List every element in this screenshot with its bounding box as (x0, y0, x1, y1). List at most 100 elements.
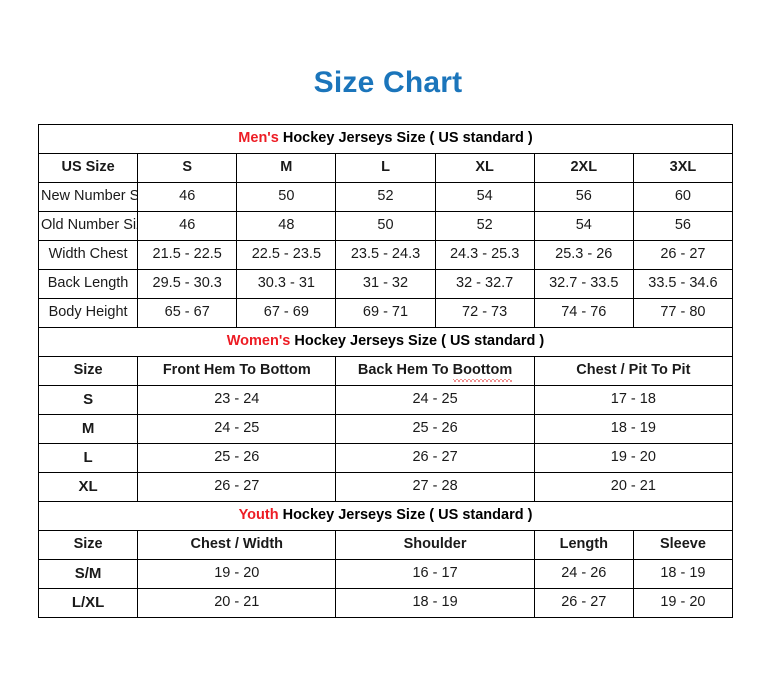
section-banner-accent-mens: Men's (238, 130, 279, 147)
table-row: Back Length 29.5 - 30.3 30.3 - 31 31 - 32 32… (37, 269, 734, 299)
column-header-youth-1: Chest / Width (137, 530, 337, 560)
cell-youth-1-2: 26 - 27 (533, 588, 634, 618)
cell-mens-0-3: 54 (434, 182, 535, 212)
table-row: M 24 - 25 25 - 26 18 - 19 (37, 414, 734, 444)
cell-womens-0-2: 17 - 18 (533, 385, 734, 415)
cell-womens-3-2: 20 - 21 (533, 472, 734, 502)
cell-mens-2-1: 22.5 - 23.5 (236, 240, 337, 270)
table-row: New Number Size465052545660 (37, 182, 734, 212)
row-label-mens-2: Width Chest (37, 240, 139, 270)
row-label-womens-3: XL (37, 472, 139, 502)
cell-mens-2-2: 23.5 - 24.3 (335, 240, 436, 270)
section-banner-womens: Women's Hockey Jerseys Size ( US standar… (38, 327, 733, 357)
column-header-mens-1: S (137, 153, 238, 183)
size-chart-table: Men's Hockey Jerseys Size ( US standard … (37, 124, 734, 618)
cell-mens-3-5: 33.5 - 34.6 (632, 269, 734, 299)
row-label-youth-1: L/XL (37, 588, 139, 618)
cell-womens-0-0: 23 - 24 (137, 385, 337, 415)
table-row: S/M 19 - 20 16 - 17 24 - 26 18 - 19 (37, 559, 734, 589)
cell-mens-2-0: 21.5 - 22.5 (137, 240, 238, 270)
column-header-mens-4: XL (434, 153, 535, 183)
cell-youth-0-2: 24 - 26 (533, 559, 634, 589)
column-header-womens-0: Size (37, 356, 139, 386)
row-label-womens-1: M (37, 414, 139, 444)
column-header-youth-4: Sleeve (632, 530, 734, 560)
column-header-mens-2: M (236, 153, 337, 183)
cell-mens-4-3: 72 - 73 (434, 298, 535, 328)
column-header-mens-6: 3XL (632, 153, 734, 183)
cell-mens-4-5: 77 - 80 (632, 298, 734, 328)
column-header-row-womens: Size Front Hem To Bottom Back Hem To Boott… (37, 356, 734, 386)
section-banner-row-mens: Men's Hockey Jerseys Size ( US standard … (38, 124, 733, 154)
table-row: Old Number Size464850525456 (37, 211, 734, 241)
cell-mens-2-3: 24.3 - 25.3 (434, 240, 535, 270)
cell-womens-1-2: 18 - 19 (533, 414, 734, 444)
cell-mens-4-0: 65 - 67 (137, 298, 238, 328)
row-label-mens-1: Old Number Size (37, 211, 139, 241)
spellcheck-underline: Boottom (452, 362, 513, 382)
size-chart-tables: Men's Hockey Jerseys Size ( US standard … (37, 124, 734, 618)
cell-womens-0-1: 24 - 25 (335, 385, 535, 415)
cell-womens-1-0: 24 - 25 (137, 414, 337, 444)
section-banner-rest-youth: Hockey Jerseys Size ( US standard ) (278, 507, 533, 524)
cell-womens-3-1: 27 - 28 (335, 472, 535, 502)
table-row: Width Chest 21.5 - 22.5 22.5 - 23.5 23.5 - … (37, 240, 734, 270)
table-row: L/XL 20 - 21 18 - 19 26 - 27 19 - 20 (37, 588, 734, 618)
cell-mens-3-3: 32 - 32.7 (434, 269, 535, 299)
section-banner-rest-womens: Hockey Jerseys Size ( US standard ) (290, 333, 545, 350)
section-banner-accent-womens: Women's (226, 333, 291, 350)
cell-mens-0-4: 56 (533, 182, 634, 212)
cell-mens-3-4: 32.7 - 33.5 (533, 269, 634, 299)
row-label-youth-0: S/M (37, 559, 139, 589)
size-chart-body: Men's Hockey Jerseys Size ( US standard … (37, 124, 734, 618)
cell-mens-1-3: 52 (434, 211, 535, 241)
cell-mens-1-4: 54 (533, 211, 634, 241)
table-row: Body Height 65 - 67 67 - 69 69 - 71 72 - 73 7… (37, 298, 734, 328)
column-header-womens-2: Back Hem To Boottom (335, 356, 535, 386)
cell-mens-4-4: 74 - 76 (533, 298, 634, 328)
row-label-womens-0: S (37, 385, 139, 415)
row-label-mens-0: New Number Size (37, 182, 139, 212)
cell-youth-1-0: 20 - 21 (137, 588, 337, 618)
column-header-youth-3: Length (533, 530, 634, 560)
cell-youth-0-3: 18 - 19 (632, 559, 734, 589)
cell-youth-0-0: 19 - 20 (137, 559, 337, 589)
column-header-youth-2: Shoulder (335, 530, 535, 560)
cell-mens-3-1: 30.3 - 31 (236, 269, 337, 299)
cell-mens-3-0: 29.5 - 30.3 (137, 269, 238, 299)
cell-mens-2-4: 25.3 - 26 (533, 240, 634, 270)
column-header-row-mens: US Size S M L XL 2XL 3XL (37, 153, 734, 183)
column-header-womens-3: Chest / Pit To Pit (533, 356, 734, 386)
cell-mens-1-5: 56 (632, 211, 734, 241)
cell-womens-1-1: 25 - 26 (335, 414, 535, 444)
column-header-womens-1: Front Hem To Bottom (137, 356, 337, 386)
cell-mens-2-5: 26 - 27 (632, 240, 734, 270)
cell-mens-1-2: 50 (335, 211, 436, 241)
section-banner-row-womens: Women's Hockey Jerseys Size ( US standar… (38, 327, 733, 357)
section-banner-accent-youth: Youth (238, 507, 279, 524)
cell-mens-1-0: 46 (137, 211, 238, 241)
cell-mens-3-2: 31 - 32 (335, 269, 436, 299)
cell-mens-0-0: 46 (137, 182, 238, 212)
cell-mens-0-2: 52 (335, 182, 436, 212)
row-label-mens-4: Body Height (37, 298, 139, 328)
column-header-mens-5: 2XL (533, 153, 634, 183)
cell-youth-1-1: 18 - 19 (335, 588, 535, 618)
cell-youth-0-1: 16 - 17 (335, 559, 535, 589)
cell-mens-0-1: 50 (236, 182, 337, 212)
cell-mens-4-2: 69 - 71 (335, 298, 436, 328)
cell-womens-2-1: 26 - 27 (335, 443, 535, 473)
cell-mens-1-1: 48 (236, 211, 337, 241)
table-row: L 25 - 26 26 - 27 19 - 20 (37, 443, 734, 473)
cell-mens-4-1: 67 - 69 (236, 298, 337, 328)
column-header-mens-0: US Size (37, 153, 139, 183)
table-row: XL 26 - 27 27 - 28 20 - 21 (37, 472, 734, 502)
section-banner-youth: Youth Hockey Jerseys Size ( US standard … (38, 501, 733, 531)
cell-womens-2-2: 19 - 20 (533, 443, 734, 473)
row-label-mens-3: Back Length (37, 269, 139, 299)
cell-youth-1-3: 19 - 20 (632, 588, 734, 618)
column-header-row-youth: Size Chest / Width Shoulder Length Sleeve (37, 530, 734, 560)
row-label-womens-2: L (37, 443, 139, 473)
section-banner-mens: Men's Hockey Jerseys Size ( US standard … (38, 124, 733, 154)
